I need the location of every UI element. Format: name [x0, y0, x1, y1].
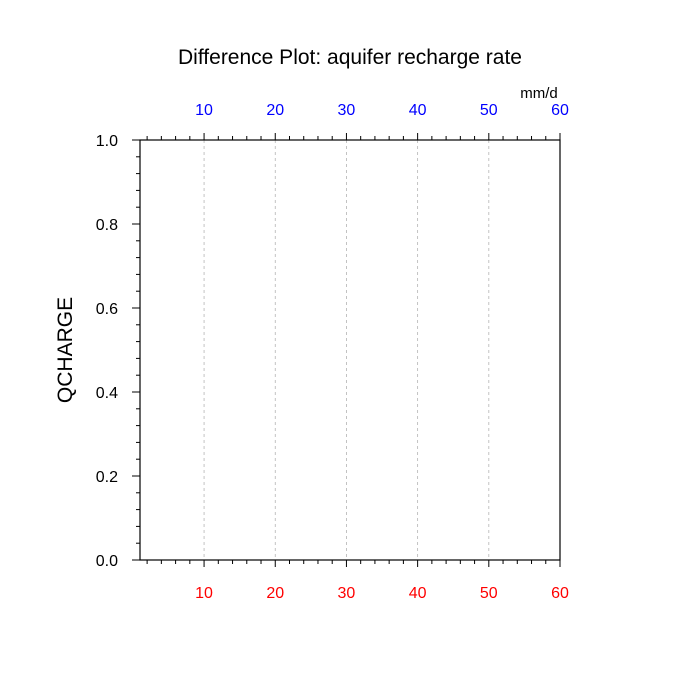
top-axis-unit: mm/d — [520, 85, 558, 102]
chart-title: Difference Plot: aquifer recharge rate — [178, 46, 522, 69]
y-tick-label: 0.6 — [96, 301, 118, 318]
plot-frame — [139, 139, 561, 561]
x-tick-label-top: 40 — [409, 102, 427, 119]
x-tick-label-bottom: 50 — [480, 585, 498, 602]
x-tick-label-bottom: 10 — [195, 585, 213, 602]
x-tick-label-top: 50 — [480, 102, 498, 119]
y-tick-label: 0.4 — [96, 385, 118, 402]
gridlines — [203, 140, 490, 560]
x-tick-label-top: 10 — [195, 102, 213, 119]
x-tick-label-top: 20 — [266, 102, 284, 119]
x-tick-label-bottom: 60 — [551, 585, 569, 602]
axis-ticks — [132, 133, 561, 567]
tick-labels: 10 10 20 20 30 30 40 40 50 50 60 60 0.0 0.2 0.4 0.6 0.8 1… — [96, 102, 569, 602]
x-tick-label-top: 30 — [338, 102, 356, 119]
y-axis-label: QCHARGE — [54, 297, 77, 403]
y-tick-label: 0.8 — [96, 217, 118, 234]
x-tick-label-bottom: 20 — [266, 585, 284, 602]
x-tick-label-top: 60 — [551, 102, 569, 119]
y-tick-label: 1.0 — [96, 133, 118, 150]
y-tick-label: 0.0 — [96, 553, 118, 570]
x-tick-label-bottom: 40 — [409, 585, 427, 602]
x-tick-label-bottom: 30 — [338, 585, 356, 602]
y-tick-label: 0.2 — [96, 469, 118, 486]
